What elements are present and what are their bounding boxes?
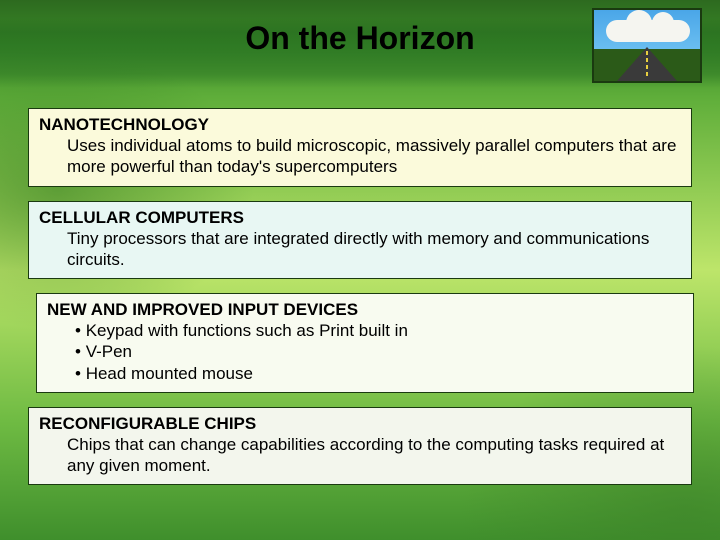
topic-box-input-devices: NEW AND IMPROVED INPUT DEVICES • Keypad … (36, 293, 694, 393)
topic-body: • Keypad with functions such as Print bu… (47, 320, 683, 384)
content-area: NANOTECHNOLOGY Uses individual atoms to … (28, 108, 692, 520)
bullet-item: • Head mounted mouse (75, 363, 683, 384)
topic-heading: NANOTECHNOLOGY (39, 115, 681, 135)
topic-body: Uses individual atoms to build microscop… (39, 135, 681, 178)
topic-heading: RECONFIGURABLE CHIPS (39, 414, 681, 434)
bullet-text: Head mounted mouse (86, 364, 253, 383)
topic-box-nanotechnology: NANOTECHNOLOGY Uses individual atoms to … (28, 108, 692, 187)
road-line-icon (646, 51, 648, 79)
topic-box-cellular: CELLULAR COMPUTERS Tiny processors that … (28, 201, 692, 280)
topic-heading: CELLULAR COMPUTERS (39, 208, 681, 228)
topic-body: Chips that can change capabilities accor… (39, 434, 681, 477)
cloud-icon (606, 20, 690, 42)
bullet-item: • Keypad with functions such as Print bu… (75, 320, 683, 341)
bullet-item: • V-Pen (75, 341, 683, 362)
topic-box-reconfigurable: RECONFIGURABLE CHIPS Chips that can chan… (28, 407, 692, 486)
horizon-logo (592, 8, 702, 83)
topic-body: Tiny processors that are integrated dire… (39, 228, 681, 271)
topic-heading: NEW AND IMPROVED INPUT DEVICES (47, 300, 683, 320)
bullet-text: Keypad with functions such as Print buil… (86, 321, 408, 340)
bullet-text: V-Pen (86, 342, 132, 361)
